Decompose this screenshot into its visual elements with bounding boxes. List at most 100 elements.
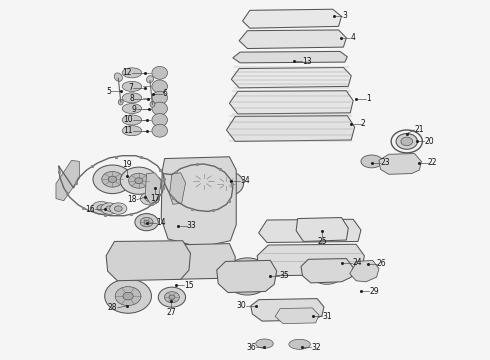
Text: 15: 15 (184, 281, 194, 290)
Ellipse shape (306, 70, 321, 84)
Ellipse shape (199, 178, 208, 185)
Ellipse shape (309, 53, 319, 62)
Ellipse shape (144, 220, 149, 224)
Ellipse shape (361, 155, 382, 168)
Text: 32: 32 (311, 343, 321, 352)
Ellipse shape (253, 34, 265, 44)
Ellipse shape (322, 224, 338, 238)
Text: 3: 3 (343, 11, 347, 20)
Ellipse shape (284, 53, 294, 62)
Polygon shape (239, 30, 346, 49)
Polygon shape (233, 51, 347, 63)
Ellipse shape (259, 53, 269, 62)
Text: 11: 11 (123, 126, 133, 135)
Text: 20: 20 (424, 137, 434, 146)
Ellipse shape (242, 272, 253, 281)
Polygon shape (350, 260, 379, 282)
Ellipse shape (245, 94, 260, 109)
Ellipse shape (256, 339, 273, 348)
Polygon shape (145, 173, 161, 203)
Ellipse shape (286, 70, 301, 84)
Ellipse shape (193, 174, 214, 189)
Ellipse shape (252, 13, 266, 24)
Polygon shape (56, 160, 79, 201)
Ellipse shape (396, 134, 417, 149)
Polygon shape (106, 241, 191, 281)
Text: 26: 26 (376, 260, 386, 269)
Polygon shape (251, 298, 324, 321)
Ellipse shape (165, 292, 179, 303)
Ellipse shape (209, 171, 244, 196)
Ellipse shape (223, 181, 230, 186)
Ellipse shape (245, 70, 260, 84)
Ellipse shape (152, 80, 168, 93)
Polygon shape (275, 308, 319, 324)
Ellipse shape (152, 113, 168, 126)
Ellipse shape (101, 203, 118, 214)
Ellipse shape (330, 224, 340, 235)
Ellipse shape (92, 202, 111, 214)
Text: 6: 6 (162, 89, 167, 98)
Ellipse shape (308, 256, 345, 284)
Polygon shape (301, 258, 353, 283)
Ellipse shape (306, 94, 321, 109)
Ellipse shape (180, 244, 224, 279)
Polygon shape (170, 173, 186, 204)
Polygon shape (161, 157, 236, 247)
Ellipse shape (146, 195, 154, 202)
Text: 33: 33 (187, 221, 196, 230)
Ellipse shape (147, 76, 153, 83)
Ellipse shape (152, 91, 168, 104)
Polygon shape (259, 219, 361, 243)
Ellipse shape (184, 167, 223, 196)
Polygon shape (231, 67, 351, 88)
Ellipse shape (115, 287, 141, 306)
Ellipse shape (303, 121, 319, 135)
Ellipse shape (388, 157, 406, 171)
Polygon shape (296, 217, 348, 242)
Text: 25: 25 (317, 237, 327, 246)
Ellipse shape (308, 34, 320, 44)
Ellipse shape (105, 279, 151, 313)
Ellipse shape (97, 205, 106, 211)
Polygon shape (163, 244, 235, 279)
Ellipse shape (283, 121, 298, 135)
Text: 7: 7 (128, 83, 133, 92)
Ellipse shape (289, 13, 302, 24)
Polygon shape (243, 9, 342, 28)
Ellipse shape (152, 66, 168, 79)
Text: 5: 5 (106, 87, 111, 96)
Ellipse shape (263, 121, 278, 135)
Text: 22: 22 (428, 158, 437, 167)
Text: 28: 28 (108, 303, 117, 312)
Ellipse shape (93, 165, 132, 194)
Text: 10: 10 (123, 116, 133, 125)
Text: 30: 30 (236, 301, 246, 310)
Ellipse shape (271, 53, 281, 62)
Ellipse shape (118, 99, 123, 105)
Ellipse shape (171, 180, 229, 226)
Ellipse shape (152, 102, 168, 115)
Ellipse shape (128, 173, 149, 188)
Text: 12: 12 (122, 68, 132, 77)
Ellipse shape (135, 178, 143, 184)
Ellipse shape (242, 121, 258, 135)
Ellipse shape (122, 115, 142, 125)
Ellipse shape (296, 53, 306, 62)
Ellipse shape (140, 192, 160, 205)
Ellipse shape (123, 292, 133, 300)
Ellipse shape (102, 171, 123, 187)
Ellipse shape (120, 167, 157, 194)
Text: 13: 13 (302, 57, 312, 66)
Ellipse shape (135, 213, 158, 231)
Ellipse shape (217, 177, 236, 190)
Ellipse shape (271, 34, 283, 44)
Ellipse shape (193, 198, 207, 208)
Ellipse shape (289, 339, 310, 349)
Text: 29: 29 (369, 287, 379, 296)
Ellipse shape (122, 104, 142, 113)
Ellipse shape (224, 258, 271, 295)
Text: 2: 2 (361, 119, 366, 128)
Ellipse shape (401, 137, 413, 146)
Ellipse shape (170, 217, 186, 232)
